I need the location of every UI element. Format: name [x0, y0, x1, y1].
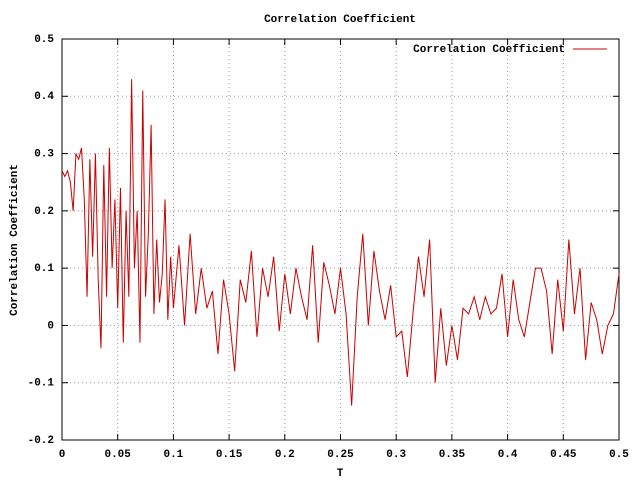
x-tick-label: 0.45: [550, 449, 577, 461]
x-axis-label: T: [337, 468, 344, 480]
y-tick-label: 0: [47, 320, 54, 332]
y-tick-label: 0.5: [34, 34, 54, 46]
y-axis-label: Correlation Coefficient: [9, 164, 21, 316]
y-tick-label: 0.2: [34, 206, 54, 218]
x-tick-label: 0.25: [327, 449, 354, 461]
x-tick-label: 0.4: [498, 449, 518, 461]
legend-label: Correlation Coefficient: [413, 44, 565, 56]
chart-title: Correlation Coefficient: [264, 14, 416, 26]
x-tick-label: 0.2: [275, 449, 295, 461]
data-line: [61, 79, 620, 406]
x-tick-label: 0: [59, 449, 66, 461]
plot-border: [61, 38, 620, 441]
y-tick-label: -0.1: [28, 378, 55, 390]
y-tick-label: 0.3: [34, 148, 54, 160]
x-tick-label: 0.15: [216, 449, 243, 461]
x-tick-label: 0.3: [386, 449, 406, 461]
x-tick-label: 0.1: [163, 449, 183, 461]
x-tick-label: 0.5: [609, 449, 629, 461]
y-tick-label: 0.4: [34, 91, 54, 103]
y-tick-label: 0.1: [34, 263, 54, 275]
x-tick-label: 0.35: [439, 449, 466, 461]
y-tick-label: -0.2: [28, 435, 54, 447]
x-tick-label: 0.05: [104, 449, 131, 461]
